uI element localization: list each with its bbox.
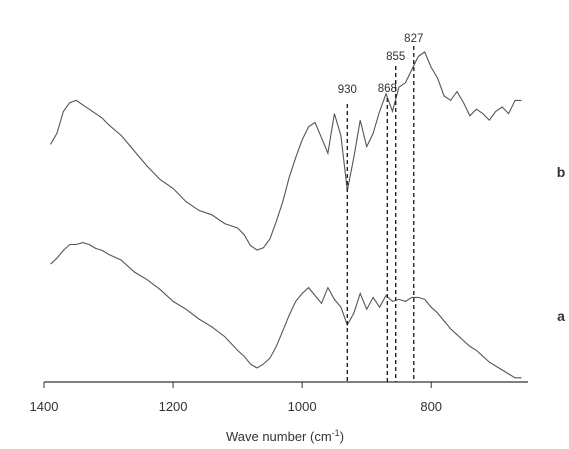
peak-label-930: 930	[338, 84, 357, 96]
x-axis-title: Wave number (cm-1)	[226, 428, 344, 444]
x-tick-label: 1200	[159, 399, 188, 414]
series-label-b: b	[557, 164, 566, 180]
series-line-a	[50, 242, 522, 379]
x-tick-label: 1400	[30, 399, 59, 414]
x-axis-title-close: )	[340, 429, 344, 444]
series-label-a: a	[557, 308, 565, 324]
x-axis-title-sup: -1	[332, 428, 340, 438]
peak-markers: 930 868 855 827	[338, 33, 423, 382]
peak-label-868: 868	[378, 83, 397, 95]
axes: 1400 1200 1000 800	[30, 381, 528, 414]
series-group: ba	[50, 51, 566, 379]
series-line-b	[50, 51, 522, 251]
peak-label-827: 827	[404, 33, 423, 45]
peak-label-855: 855	[386, 51, 405, 63]
x-tick-label: 1000	[288, 399, 317, 414]
x-axis-title-main: Wave number (cm	[226, 429, 332, 444]
x-tick-label: 800	[420, 399, 442, 414]
